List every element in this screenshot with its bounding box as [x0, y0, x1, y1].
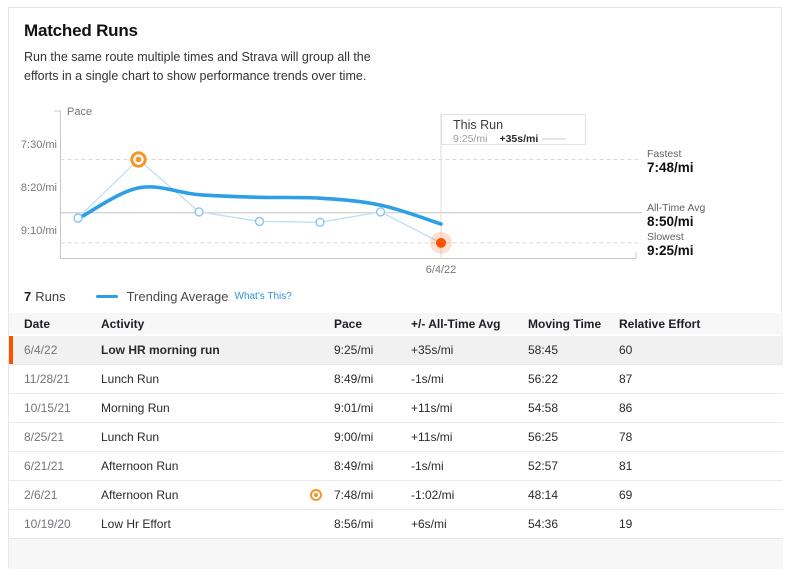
column-header-activity: Activity — [101, 316, 145, 331]
date-cell: 10/19/20 — [24, 517, 71, 531]
avg-diff-cell: -1:02/mi — [411, 488, 455, 502]
date-cell: 8/25/21 — [24, 430, 65, 444]
activity-cell: Afternoon Run — [101, 488, 179, 502]
relative-effort-cell: 69 — [619, 488, 633, 502]
avg-diff-cell: +35s/mi — [411, 343, 454, 357]
relative-effort-cell: 60 — [619, 343, 633, 357]
activity-cell: Low Hr Effort — [101, 517, 171, 531]
relative-effort-cell: 87 — [619, 372, 633, 386]
annotation-slowest-label: Slowest — [647, 231, 684, 243]
activity-cell: Low HR morning run — [101, 343, 220, 357]
activity-cell: Afternoon Run — [101, 459, 179, 473]
pace-cell: 8:56/mi — [334, 517, 374, 531]
date-cell: 6/4/22 — [24, 343, 58, 357]
relative-effort-cell: 81 — [619, 459, 633, 473]
pace-cell: 9:25/mi — [334, 343, 374, 357]
moving-time-cell: 58:45 — [528, 343, 559, 357]
run-marker — [254, 216, 265, 227]
column-header-avg-diff: +/- All-Time Avg — [411, 316, 501, 331]
chart-legend: 7 Runs Trending Average What's This? — [24, 289, 292, 304]
annotation-slowest-value: 9:25/mi — [647, 243, 694, 259]
relative-effort-cell: 86 — [619, 401, 633, 415]
run-marker — [375, 207, 386, 217]
svg-text:9:10/mi: 9:10/mi — [21, 225, 57, 237]
run-count-label: Runs — [35, 289, 66, 304]
annotation-alltime-avg: All-Time Avg 8:50/mi — [647, 202, 705, 230]
pace-trend-chart: Pace 7:30/mi 8:20/mi 9:10/mi 6/4/22 This Run… — [9, 96, 783, 291]
svg-text:8:20/mi: 8:20/mi — [21, 182, 57, 194]
pace-cell: 8:49/mi — [334, 372, 374, 386]
tooltip-title: This Run — [453, 118, 504, 132]
trend-line-swatch-icon — [95, 295, 118, 298]
page-description: Run the same route multiple times and St… — [24, 50, 371, 84]
activity-cell: Lunch Run — [101, 372, 160, 386]
annotation-fastest: Fastest 7:48/mi — [647, 148, 694, 176]
table-row[interactable]: 2/6/21 Afternoon Run 7:48/mi -1:02/mi 48:14 6… — [9, 481, 783, 510]
svg-text:6/4/22: 6/4/22 — [426, 264, 457, 276]
table-row[interactable]: 6/21/21 Afternoon Run 8:49/mi -1s/mi 52:57 81 — [9, 452, 783, 481]
pace-cell: 8:49/mi — [334, 459, 374, 473]
tooltip-pace: 9:25/mi — [453, 133, 488, 145]
date-cell: 10/15/21 — [24, 401, 71, 415]
moving-time-cell: 52:57 — [528, 459, 559, 473]
run-marker — [194, 207, 204, 217]
run-marker — [315, 217, 325, 228]
annotation-avg-label: All-Time Avg — [647, 202, 706, 214]
pace-chart-canvas[interactable]: Pace 7:30/mi 8:20/mi 9:10/mi 6/4/22 — [9, 96, 783, 291]
pace-cell: 9:01/mi — [334, 401, 374, 415]
this-run-tooltip: This Run 9:25/mi +35s/mi — [441, 114, 586, 145]
column-header-moving-time: Moving Time — [528, 316, 602, 331]
activity-cell: Lunch Run — [101, 430, 160, 444]
column-header-pace: Pace — [334, 316, 363, 331]
moving-time-cell: 54:58 — [528, 401, 559, 415]
table-row[interactable]: 11/28/21 Lunch Run 8:49/mi -1s/mi 56:22 87 — [9, 365, 783, 394]
page-title: Matched Runs — [24, 21, 138, 40]
avg-diff-cell: -1s/mi — [411, 459, 444, 473]
run-marker — [73, 213, 83, 223]
activity-cell: Morning Run — [101, 401, 170, 415]
table-row[interactable]: 10/19/20 Low Hr Effort 8:56/mi +6s/mi 54:36 1… — [9, 510, 783, 539]
table-header: Date Activity Pace +/- All-Time Avg Movi… — [9, 313, 783, 334]
date-cell: 6/21/21 — [24, 459, 65, 473]
avg-diff-cell: +11s/mi — [411, 401, 453, 415]
trend-legend-label: Trending Average — [126, 289, 229, 304]
avg-diff-cell: +6s/mi — [411, 517, 447, 531]
pace-cell: 7:48/mi — [310, 488, 411, 502]
column-header-relative-effort: Relative Effort — [619, 316, 701, 331]
avg-diff-cell: -1s/mi — [411, 372, 444, 386]
table-row[interactable]: 6/4/22 Low HR morning run 9:25/mi +35s/mi 58… — [9, 336, 783, 365]
moving-time-cell: 48:14 — [528, 488, 559, 502]
moving-time-cell: 56:25 — [528, 430, 559, 444]
this-run-marker — [436, 237, 446, 248]
moving-time-cell: 56:22 — [528, 372, 559, 386]
pace-cell: 9:00/mi — [334, 430, 374, 444]
tooltip-spark-line — [542, 138, 567, 140]
date-cell: 11/28/21 — [24, 372, 70, 386]
table-row[interactable]: 10/15/21 Morning Run 9:01/mi +11s/mi 54:58 86 — [9, 394, 783, 423]
annotation-avg-value: 8:50/mi — [647, 214, 694, 230]
whats-this-link[interactable]: What's This? — [234, 291, 292, 302]
svg-text:7:30/mi: 7:30/mi — [21, 139, 57, 151]
matched-runs-card: Matched Runs Run the same route multiple… — [8, 7, 783, 569]
table-body: 6/4/22 Low HR morning run 9:25/mi +35s/mi 58… — [9, 336, 783, 539]
annotation-slowest: Slowest 9:25/mi — [647, 231, 694, 259]
avg-diff-cell: +11s/mi — [411, 430, 453, 444]
table-row[interactable]: 8/25/21 Lunch Run 9:00/mi +11s/mi 56:25 78 — [9, 423, 783, 452]
run-count: 7 — [24, 289, 32, 304]
tooltip-diff: +35s/mi — [499, 133, 539, 145]
annotation-fastest-label: Fastest — [647, 148, 682, 160]
date-cell: 2/6/21 — [24, 488, 58, 502]
relative-effort-cell: 78 — [619, 430, 633, 444]
fastest-run-icon — [310, 489, 322, 501]
svg-text:Pace: Pace — [67, 106, 92, 118]
table-footer — [9, 539, 783, 569]
matched-runs-table: Date Activity Pace +/- All-Time Avg Movi… — [9, 313, 783, 539]
column-header-date: Date — [24, 316, 51, 331]
moving-time-cell: 54:36 — [528, 517, 559, 531]
annotation-fastest-value: 7:48/mi — [647, 160, 694, 176]
relative-effort-cell: 19 — [619, 517, 633, 531]
